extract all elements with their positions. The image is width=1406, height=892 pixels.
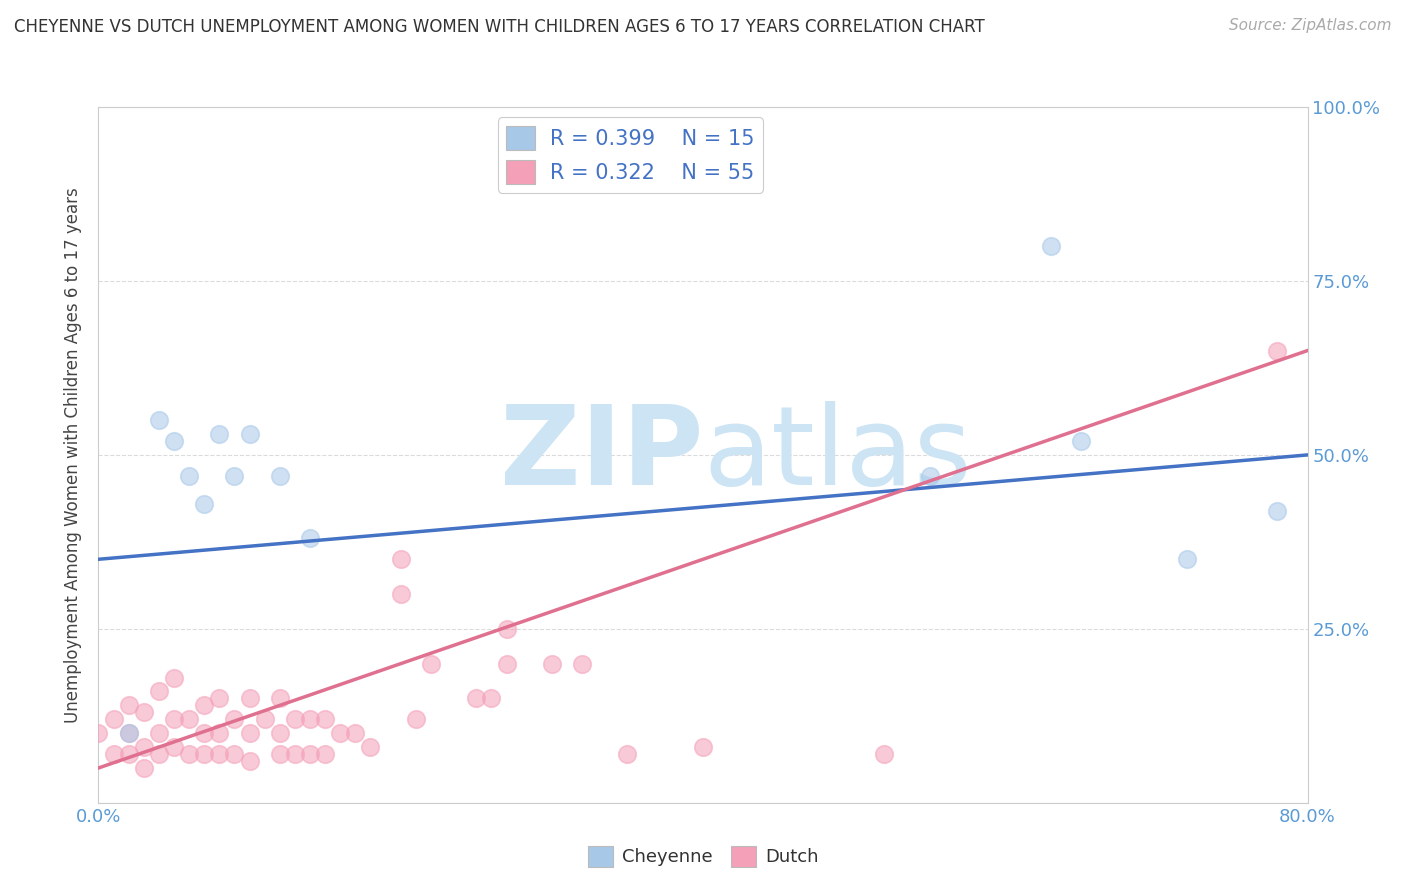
Point [224,468,246,483]
Point [224,712,246,726]
Point [239,427,262,442]
Point [118,747,141,761]
Text: ZIP: ZIP [499,401,703,508]
Point [465,691,488,706]
Text: CHEYENNE VS DUTCH UNEMPLOYMENT AMONG WOMEN WITH CHILDREN AGES 6 TO 17 YEARS CORR: CHEYENNE VS DUTCH UNEMPLOYMENT AMONG WOM… [14,18,984,36]
Point [918,468,941,483]
Point [616,747,638,761]
Point [389,552,412,566]
Point [329,726,352,740]
Point [132,761,155,775]
Point [163,434,186,448]
Point [299,747,322,761]
Point [148,747,170,761]
Point [389,587,412,601]
Point [163,671,186,685]
Point [148,684,170,698]
Point [239,726,262,740]
Point [571,657,593,671]
Point [193,698,215,713]
Point [405,712,427,726]
Point [132,740,155,755]
Point [103,747,125,761]
Point [208,747,231,761]
Point [1039,239,1062,253]
Point [253,712,276,726]
Point [179,712,201,726]
Point [344,726,367,740]
Point [269,691,291,706]
Point [208,427,231,442]
Point [481,691,503,706]
Point [239,754,262,768]
Point [269,726,291,740]
Point [163,712,186,726]
Point [299,712,322,726]
Point [1175,552,1198,566]
Point [163,740,186,755]
Point [1267,343,1289,358]
Point [284,747,307,761]
Point [1267,503,1289,517]
Point [299,532,322,546]
Point [118,698,141,713]
Point [495,622,517,636]
Text: Source: ZipAtlas.com: Source: ZipAtlas.com [1229,18,1392,33]
Point [269,747,291,761]
Point [179,468,201,483]
Point [269,468,291,483]
Point [284,712,307,726]
Point [540,657,562,671]
Point [193,747,215,761]
Point [148,413,170,427]
Point [118,726,141,740]
Point [208,691,231,706]
Text: atlas: atlas [703,401,972,508]
Point [420,657,443,671]
Point [179,747,201,761]
Legend: R = 0.399    N = 15, R = 0.322    N = 55: R = 0.399 N = 15, R = 0.322 N = 55 [498,118,763,193]
Point [193,497,215,511]
Point [103,712,125,726]
Point [132,706,155,720]
Point [118,726,141,740]
Y-axis label: Unemployment Among Women with Children Ages 6 to 17 years: Unemployment Among Women with Children A… [65,187,83,723]
Point [1070,434,1092,448]
Point [314,712,336,726]
Point [495,657,517,671]
Legend: Cheyenne, Dutch: Cheyenne, Dutch [581,838,825,874]
Point [208,726,231,740]
Point [224,747,246,761]
Point [360,740,382,755]
Point [314,747,336,761]
Point [87,726,110,740]
Point [148,726,170,740]
Point [239,691,262,706]
Point [692,740,714,755]
Point [873,747,896,761]
Point [193,726,215,740]
